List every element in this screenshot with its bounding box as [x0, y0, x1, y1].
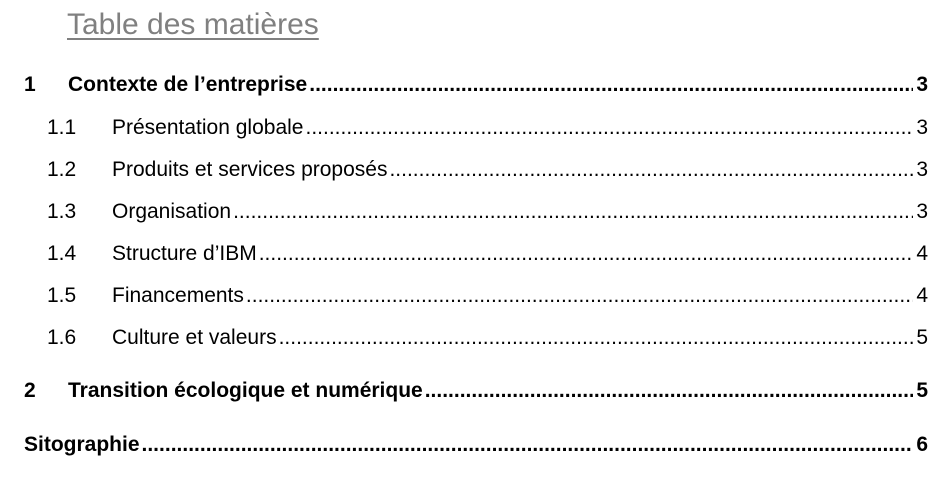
toc-entry-number: 1.5 [47, 284, 77, 307]
toc-dot-leader [142, 430, 914, 460]
toc-entry-page: 5 [916, 326, 928, 349]
toc-entry-label: Structure d’IBM [112, 242, 257, 265]
toc-entry-page: 3 [916, 200, 928, 223]
toc-entry-structure[interactable]: 1.4 Structure d’IBM 4 [47, 239, 928, 269]
toc-dot-leader [305, 113, 913, 143]
toc-entry-organisation[interactable]: 1.3 Organisation 3 [47, 197, 928, 227]
toc-dot-leader [246, 281, 913, 311]
toc-entry-page: 6 [916, 433, 928, 456]
toc-entry-page: 3 [916, 73, 928, 96]
toc-entry-label: Financements [112, 284, 244, 307]
toc-entry-label: Produits et services proposés [112, 158, 388, 181]
toc-entry-page: 4 [916, 284, 928, 307]
toc-entry-number: 1.3 [47, 200, 77, 223]
toc-entry-financements[interactable]: 1.5 Financements 4 [47, 281, 928, 311]
toc-entry-contexte[interactable]: 1 Contexte de l’entreprise 3 [24, 70, 928, 100]
toc-entry-label: Contexte de l’entreprise [68, 73, 308, 96]
toc-entry-label: Culture et valeurs [112, 326, 277, 349]
toc-entry-sitographie[interactable]: Sitographie 6 [24, 430, 928, 460]
toc-entry-number: 1.6 [47, 326, 77, 349]
toc-dot-leader [233, 197, 913, 227]
toc-dot-leader [425, 376, 914, 406]
toc-title: Table des matières [67, 8, 319, 41]
toc-entry-produits[interactable]: 1.2 Produits et services proposés 3 [47, 155, 928, 185]
toc-entry-number: 2 [24, 379, 36, 402]
toc-dot-leader [309, 70, 913, 100]
toc-entry-label: Sitographie [24, 433, 140, 456]
toc-entry-page: 4 [916, 242, 928, 265]
toc-entry-number: 1.1 [47, 116, 77, 139]
toc-entry-page: 3 [916, 116, 928, 139]
toc-entry-culture[interactable]: 1.6 Culture et valeurs 5 [47, 323, 928, 353]
toc-entry-label: Organisation [112, 200, 232, 223]
toc-entry-transition[interactable]: 2 Transition écologique et numérique 5 [24, 376, 928, 406]
toc-dot-leader [259, 239, 914, 269]
toc-entry-number: 1.2 [47, 158, 77, 181]
toc-entry-label: Transition écologique et numérique [68, 379, 423, 402]
toc-entry-presentation[interactable]: 1.1 Présentation globale 3 [47, 113, 928, 143]
toc-dot-leader [279, 323, 914, 353]
toc-entry-page: 3 [916, 158, 928, 181]
toc-dot-leader [389, 155, 913, 185]
toc-entry-number: 1 [24, 73, 36, 96]
toc-entry-number: 1.4 [47, 242, 77, 265]
toc-entry-label: Présentation globale [112, 116, 304, 139]
toc-entry-page: 5 [916, 379, 928, 402]
